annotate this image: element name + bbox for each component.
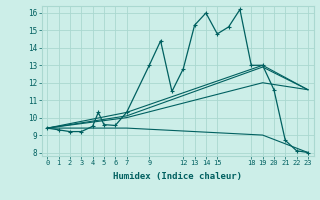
X-axis label: Humidex (Indice chaleur): Humidex (Indice chaleur) bbox=[113, 172, 242, 181]
